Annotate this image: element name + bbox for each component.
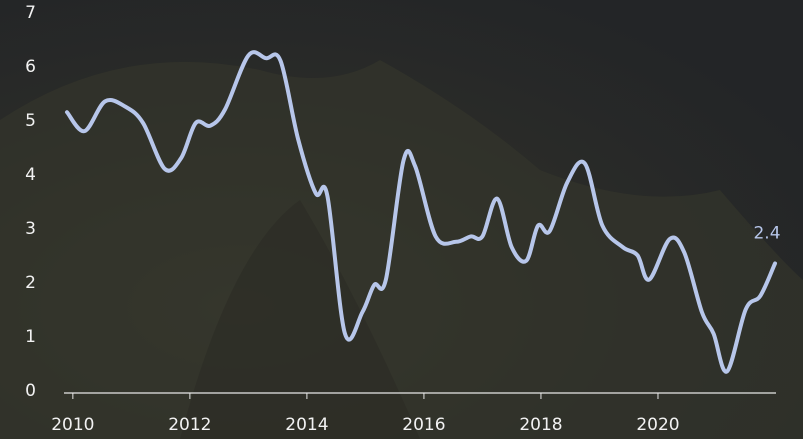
y-tick-label: 3 — [25, 219, 36, 239]
line — [65, 50, 777, 374]
y-tick-label: 4 — [25, 165, 36, 185]
y-tick-label: 2 — [25, 273, 36, 293]
x-tick-label: 2012 — [168, 415, 211, 435]
y-tick-label: 6 — [25, 57, 36, 77]
y-tick-label: 0 — [25, 381, 36, 401]
y-tick-label: 5 — [25, 111, 36, 131]
data-label: 2.4 — [753, 223, 780, 243]
y-tick-label: 1 — [25, 327, 36, 347]
y-tick-label: 7 — [25, 3, 36, 23]
x-tick-label: 2010 — [51, 415, 94, 435]
x-tick-label: 2016 — [402, 415, 445, 435]
x-tick-label: 2018 — [519, 415, 562, 435]
x-tick-label: 2020 — [636, 415, 679, 435]
background-texture — [0, 60, 803, 439]
x-tick-label: 2014 — [285, 415, 328, 435]
background-texture — [180, 200, 420, 439]
